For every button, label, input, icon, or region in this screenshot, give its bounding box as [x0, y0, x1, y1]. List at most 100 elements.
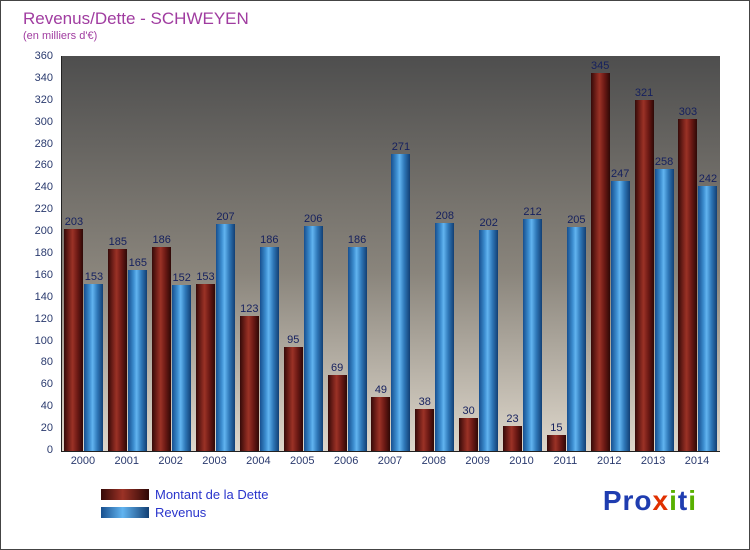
bar-value-label: 242	[698, 173, 718, 185]
bar-value-label: 258	[654, 156, 674, 168]
logo-letter: o	[634, 485, 653, 516]
bar-wrap: 258	[654, 56, 674, 451]
bar-value-label: 123	[240, 303, 259, 315]
bar-revenus-2001	[128, 270, 148, 451]
bar-wrap: 202	[479, 56, 499, 451]
bar-value-label: 186	[347, 234, 367, 246]
bar-revenus-2000	[84, 284, 104, 451]
legend-swatch-dette	[101, 489, 149, 500]
bar-wrap: 153	[84, 56, 104, 451]
bar-dette-2000	[64, 229, 84, 451]
bar-wrap: 15	[546, 56, 566, 451]
bar-revenus-2014	[698, 186, 718, 451]
legend-item-revenus: Revenus	[101, 505, 268, 520]
logo-letter: i	[688, 485, 697, 516]
y-axis-label: 40	[40, 400, 53, 412]
logo-letter: P	[602, 485, 623, 516]
bar-group-2013: 321 258	[632, 56, 676, 451]
x-axis-label: 2003	[202, 455, 227, 467]
x-axis-label: 2012	[597, 455, 622, 467]
bar-wrap: 95	[283, 56, 303, 451]
bar-group-2006: 69 186	[325, 56, 369, 451]
x-axis-label: 2002	[158, 455, 183, 467]
bar-wrap: 208	[435, 56, 455, 451]
x-axis-label: 2011	[553, 455, 578, 467]
y-axis-label: 260	[34, 159, 53, 171]
y-axis-label: 0	[46, 444, 53, 456]
bar-wrap: 153	[196, 56, 215, 451]
bar-wrap: 203	[64, 56, 84, 451]
bar-value-label: 15	[550, 422, 563, 434]
bar-wrap: 23	[503, 56, 523, 451]
bar-dette-2010	[503, 426, 523, 451]
y-axis: 0 20 40 60 80 100 120 140 160 180 200 220 240 260 280 3…	[1, 50, 57, 456]
bar-group-2011: 15 205	[544, 56, 588, 451]
bar-wrap: 30	[459, 56, 479, 451]
bar-dette-2012	[590, 73, 610, 451]
bar-revenus-2005	[303, 226, 323, 451]
bar-revenus-2003	[216, 224, 235, 451]
bar-revenus-2009	[479, 230, 499, 451]
legend-item-dette: Montant de la Dette	[101, 487, 268, 502]
bar-wrap: 271	[391, 56, 411, 451]
bar-group-2003: 153 207	[194, 56, 238, 451]
bar-value-label: 271	[391, 141, 411, 153]
bar-wrap: 303	[678, 56, 698, 451]
y-axis-label: 120	[34, 313, 53, 325]
bar-dette-2008	[415, 409, 435, 451]
bar-dette-2001	[108, 249, 128, 451]
bar-group-2012: 345 247	[588, 56, 632, 451]
bar-wrap: 165	[128, 56, 148, 451]
plot-area: 203 153 185 165 186 152 153 207 123 186 95 206 69 186…	[61, 56, 720, 452]
bar-value-label: 69	[330, 362, 344, 374]
bar-dette-2007	[371, 397, 391, 451]
bar-revenus-2011	[566, 227, 586, 451]
bar-value-label: 165	[128, 257, 147, 269]
bar-revenus-2006	[347, 247, 367, 451]
bar-value-label: 185	[108, 236, 127, 248]
bar-value-label: 207	[216, 211, 235, 223]
bar-wrap: 38	[415, 56, 435, 451]
y-axis-label: 200	[34, 225, 53, 237]
x-axis-label: 2008	[421, 455, 447, 467]
bar-revenus-2012	[610, 181, 630, 451]
bar-group-2014: 303 242	[676, 56, 720, 451]
bar-group-2008: 38 208	[413, 56, 457, 451]
x-axis-label: 2005	[289, 455, 315, 467]
bar-value-label: 247	[611, 168, 630, 180]
bar-value-label: 345	[591, 60, 610, 72]
bar-wrap: 123	[239, 56, 259, 451]
bar-wrap: 152	[172, 56, 192, 451]
bar-wrap: 186	[259, 56, 279, 451]
bar-wrap: 345	[590, 56, 610, 451]
bar-wrap: 186	[347, 56, 367, 451]
x-axis-label: 2010	[509, 455, 534, 467]
bar-dette-2002	[152, 247, 172, 451]
logo-letter: r	[622, 485, 635, 516]
bar-dette-2005	[283, 347, 303, 451]
y-axis-label: 180	[34, 247, 53, 259]
legend-label-dette: Montant de la Dette	[155, 487, 269, 502]
y-axis-label: 220	[34, 203, 53, 215]
y-axis-label: 240	[34, 181, 53, 193]
bar-value-label: 206	[304, 213, 323, 225]
proxiti-logo: Proxiti	[603, 485, 697, 517]
legend: Montant de la Dette Revenus	[101, 487, 268, 520]
bar-wrap: 247	[610, 56, 630, 451]
bar-wrap: 49	[371, 56, 391, 451]
bar-revenus-2004	[259, 247, 279, 451]
legend-swatch-revenus	[101, 507, 149, 518]
bar-wrap: 206	[303, 56, 323, 451]
y-axis-label: 300	[34, 116, 53, 128]
bar-group-2009: 30 202	[457, 56, 501, 451]
bar-value-label: 202	[479, 217, 498, 229]
x-axis-label: 2013	[640, 455, 666, 467]
bar-dette-2006	[327, 375, 347, 451]
x-axis-label: 2001	[114, 455, 140, 467]
bar-value-label: 95	[287, 334, 300, 346]
bar-value-label: 186	[152, 234, 171, 246]
chart-subtitle: (en milliers d'€)	[23, 30, 98, 42]
bar-value-label: 321	[634, 87, 654, 99]
bar-value-label: 23	[506, 413, 519, 425]
